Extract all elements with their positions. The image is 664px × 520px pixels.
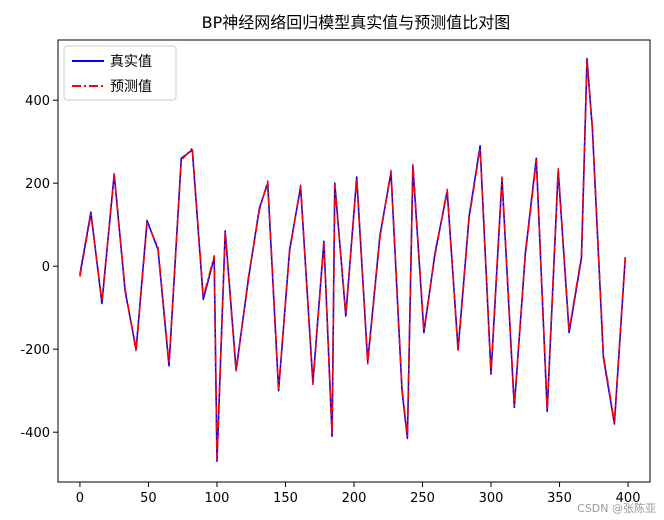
x-tick-label: 100	[205, 491, 230, 506]
legend-label-pred: 预测值	[110, 79, 152, 95]
y-axis: -400 -200 0 200 400	[20, 94, 58, 441]
y-tick-label: 0	[42, 260, 50, 275]
x-tick-label: 350	[547, 491, 572, 506]
x-tick-label: 300	[479, 491, 504, 506]
x-tick-label: 150	[273, 491, 298, 506]
watermark: CSDN @张陈亚	[577, 502, 656, 515]
series-layer	[79, 57, 627, 463]
y-tick-label: 200	[25, 177, 50, 192]
x-tick-label: 400	[616, 491, 641, 506]
x-tick-label: 50	[140, 491, 157, 506]
legend-label-true: 真实值	[110, 54, 152, 70]
legend: 真实值 预测值	[63, 45, 177, 101]
x-axis: 0 50 100 150 200 250 300 350 400	[76, 482, 641, 506]
x-tick-label: 200	[342, 491, 367, 506]
x-tick-label: 250	[410, 491, 435, 506]
y-tick-label: 400	[25, 94, 50, 109]
y-tick-label: -400	[20, 426, 50, 441]
x-tick-label: 0	[76, 491, 84, 506]
plot-area	[57, 39, 651, 483]
series-line-true	[79, 57, 627, 463]
y-tick-label: -200	[20, 343, 50, 358]
chart-title: BP神经网络回归模型真实值与预测值比对图	[202, 13, 511, 32]
